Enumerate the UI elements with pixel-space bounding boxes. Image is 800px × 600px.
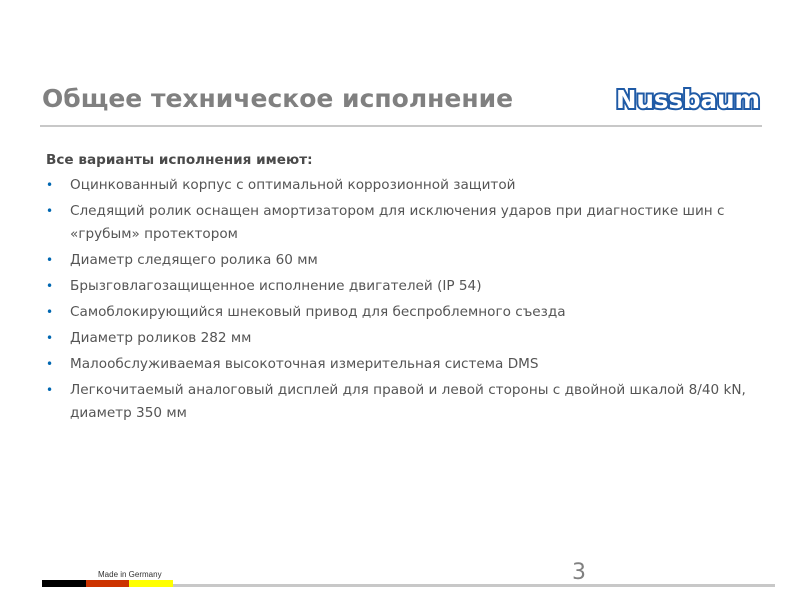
list-item: • Диаметр роликов 282 мм (46, 327, 766, 350)
footer-divider (173, 584, 775, 587)
slide-title: Общее техническое исполнение (42, 84, 514, 113)
list-item: • Самоблокирующийся шнековый привод для б… (46, 301, 766, 324)
list-item-text: Оцинкованный корпус с оптимальной корроз… (70, 177, 516, 193)
nussbaum-logo: Nussbaum (614, 84, 762, 114)
flag-stripe-red (86, 580, 129, 587)
list-item: • Малообслуживаемая высокоточная измерите… (46, 353, 766, 376)
made-in-germany-label: Made in Germany (98, 570, 162, 579)
feature-list: • Оцинкованный корпус с оптимальной корро… (46, 174, 766, 425)
flag-stripe-black (42, 580, 86, 587)
intro-text: Все варианты исполнения имеют: (46, 152, 313, 168)
bullet-icon: • (46, 178, 54, 192)
bullet-icon: • (46, 357, 54, 371)
list-item: • Диаметр следящего ролика 60 мм (46, 249, 766, 272)
list-item-text: Самоблокирующийся шнековый привод для бе… (70, 304, 566, 320)
list-item: • Легкочитаемый аналоговый дисплей для пр… (46, 379, 766, 425)
header-divider (40, 125, 762, 127)
bullet-icon: • (46, 331, 54, 345)
bullet-icon: • (46, 305, 54, 319)
list-item-text: Малообслуживаемая высокоточная измерител… (70, 356, 539, 372)
list-item-text: Диаметр следящего ролика 60 мм (70, 252, 318, 268)
list-item-text: Следящий ролик оснащен амортизатором для… (70, 203, 725, 242)
list-item-text: Легкочитаемый аналоговый дисплей для пра… (70, 382, 746, 421)
list-item-text: Брызговлагозащищенное исполнение двигате… (70, 278, 482, 294)
flag-stripe-yellow (129, 580, 173, 587)
list-item: • Следящий ролик оснащен амортизатором дл… (46, 200, 766, 246)
page-number: 3 (572, 560, 586, 585)
bullet-icon: • (46, 253, 54, 267)
svg-text:Nussbaum: Nussbaum (616, 85, 760, 114)
bullet-icon: • (46, 204, 54, 218)
list-item: • Брызговлагозащищенное исполнение двигат… (46, 275, 766, 298)
list-item-text: Диаметр роликов 282 мм (70, 330, 252, 346)
bullet-icon: • (46, 383, 54, 397)
bullet-icon: • (46, 279, 54, 293)
list-item: • Оцинкованный корпус с оптимальной корро… (46, 174, 766, 197)
slide-content: Все варианты исполнения имеют: • Оцинкова… (46, 152, 766, 428)
